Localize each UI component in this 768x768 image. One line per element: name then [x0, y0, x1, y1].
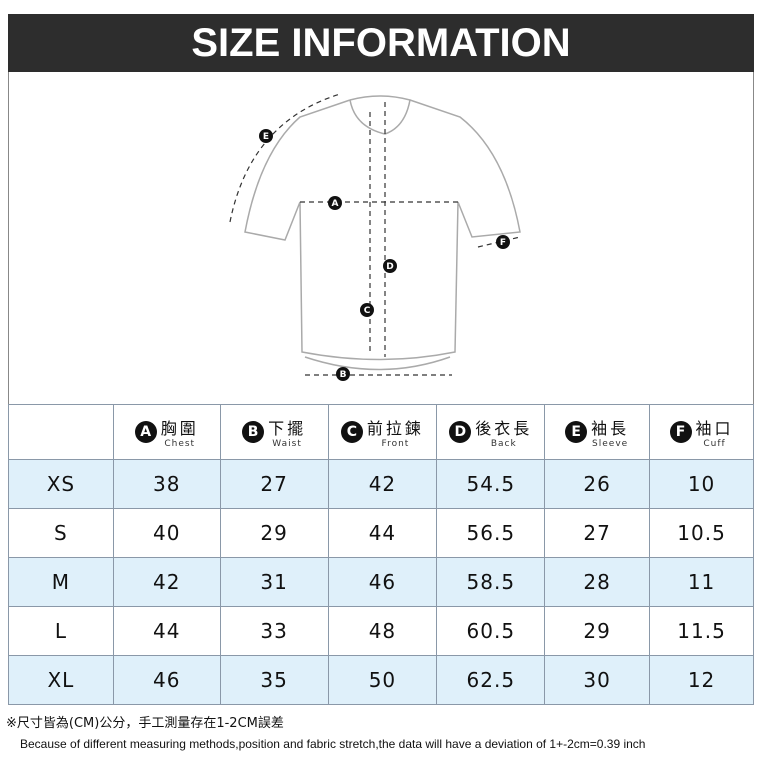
size-table: A 胸圍 Chest B 下擺 Waist C 前拉鍊 Front D 後衣長 Back E 袖長…: [8, 404, 754, 705]
marker-e: [259, 129, 273, 143]
svg-text:E: E: [263, 132, 269, 142]
value-cell: 11: [649, 557, 754, 607]
table-row: L 44 33 48 60.5 29 11.5: [8, 606, 754, 656]
size-cell: L: [8, 606, 114, 656]
column-header: D 後衣長 Back: [436, 404, 546, 460]
value-cell: 40: [112, 508, 221, 558]
marker-c: [360, 303, 374, 317]
size-cell: S: [8, 508, 114, 558]
value-cell: 38: [112, 459, 221, 509]
table-row: XS 38 27 42 54.5 26 10: [8, 459, 754, 509]
size-cell: XS: [8, 459, 114, 509]
marker-b: [336, 367, 350, 381]
table-row: XL 46 35 50 62.5 30 12: [8, 655, 754, 705]
svg-text:B: B: [340, 370, 347, 380]
size-cell: M: [8, 557, 114, 607]
value-cell: 33: [219, 606, 329, 656]
value-cell: 27: [219, 459, 329, 509]
column-header: A 胸圍 Chest: [112, 404, 221, 460]
column-header: E 袖長 Sleeve: [544, 404, 651, 460]
value-cell: 42: [327, 459, 438, 509]
svg-text:A: A: [332, 199, 339, 209]
value-cell: 30: [544, 655, 651, 705]
size-header: [8, 404, 114, 460]
size-cell: XL: [8, 655, 114, 705]
value-cell: 44: [112, 606, 221, 656]
jersey-diagram: E A D C B F: [229, 93, 521, 381]
note-english: Because of different measuring methods,p…: [20, 737, 646, 751]
value-cell: 56.5: [436, 508, 546, 558]
value-cell: 11.5: [649, 606, 754, 656]
page-title: SIZE INFORMATION: [8, 14, 754, 72]
value-cell: 26: [544, 459, 651, 509]
value-cell: 48: [327, 606, 438, 656]
note-chinese: ※尺寸皆為(CM)公分，手工測量存在1-2CM誤差: [6, 716, 284, 731]
table-row: M 42 31 46 58.5 28 11: [8, 557, 754, 607]
value-cell: 42: [112, 557, 221, 607]
value-cell: 46: [112, 655, 221, 705]
value-cell: 29: [219, 508, 329, 558]
column-header: C 前拉鍊 Front: [327, 404, 438, 460]
value-cell: 62.5: [436, 655, 546, 705]
column-header: B 下擺 Waist: [219, 404, 329, 460]
marker-a: [328, 196, 342, 210]
svg-text:D: D: [386, 262, 393, 272]
svg-text:C: C: [364, 306, 371, 316]
value-cell: 46: [327, 557, 438, 607]
value-cell: 29: [544, 606, 651, 656]
svg-text:F: F: [500, 238, 506, 248]
value-cell: 50: [327, 655, 438, 705]
value-cell: 44: [327, 508, 438, 558]
marker-f: [496, 235, 510, 249]
table-row: S 40 29 44 56.5 27 10.5: [8, 508, 754, 558]
value-cell: 10.5: [649, 508, 754, 558]
value-cell: 35: [219, 655, 329, 705]
marker-d: [383, 259, 397, 273]
value-cell: 28: [544, 557, 651, 607]
column-header: F 袖口 Cuff: [649, 404, 754, 460]
value-cell: 31: [219, 557, 329, 607]
table-header-row: A 胸圍 Chest B 下擺 Waist C 前拉鍊 Front D 後衣長 Back E 袖長…: [8, 404, 754, 460]
diagram-frame: [8, 72, 754, 404]
value-cell: 12: [649, 655, 754, 705]
value-cell: 58.5: [436, 557, 546, 607]
value-cell: 10: [649, 459, 754, 509]
value-cell: 27: [544, 508, 651, 558]
value-cell: 60.5: [436, 606, 546, 656]
value-cell: 54.5: [436, 459, 546, 509]
